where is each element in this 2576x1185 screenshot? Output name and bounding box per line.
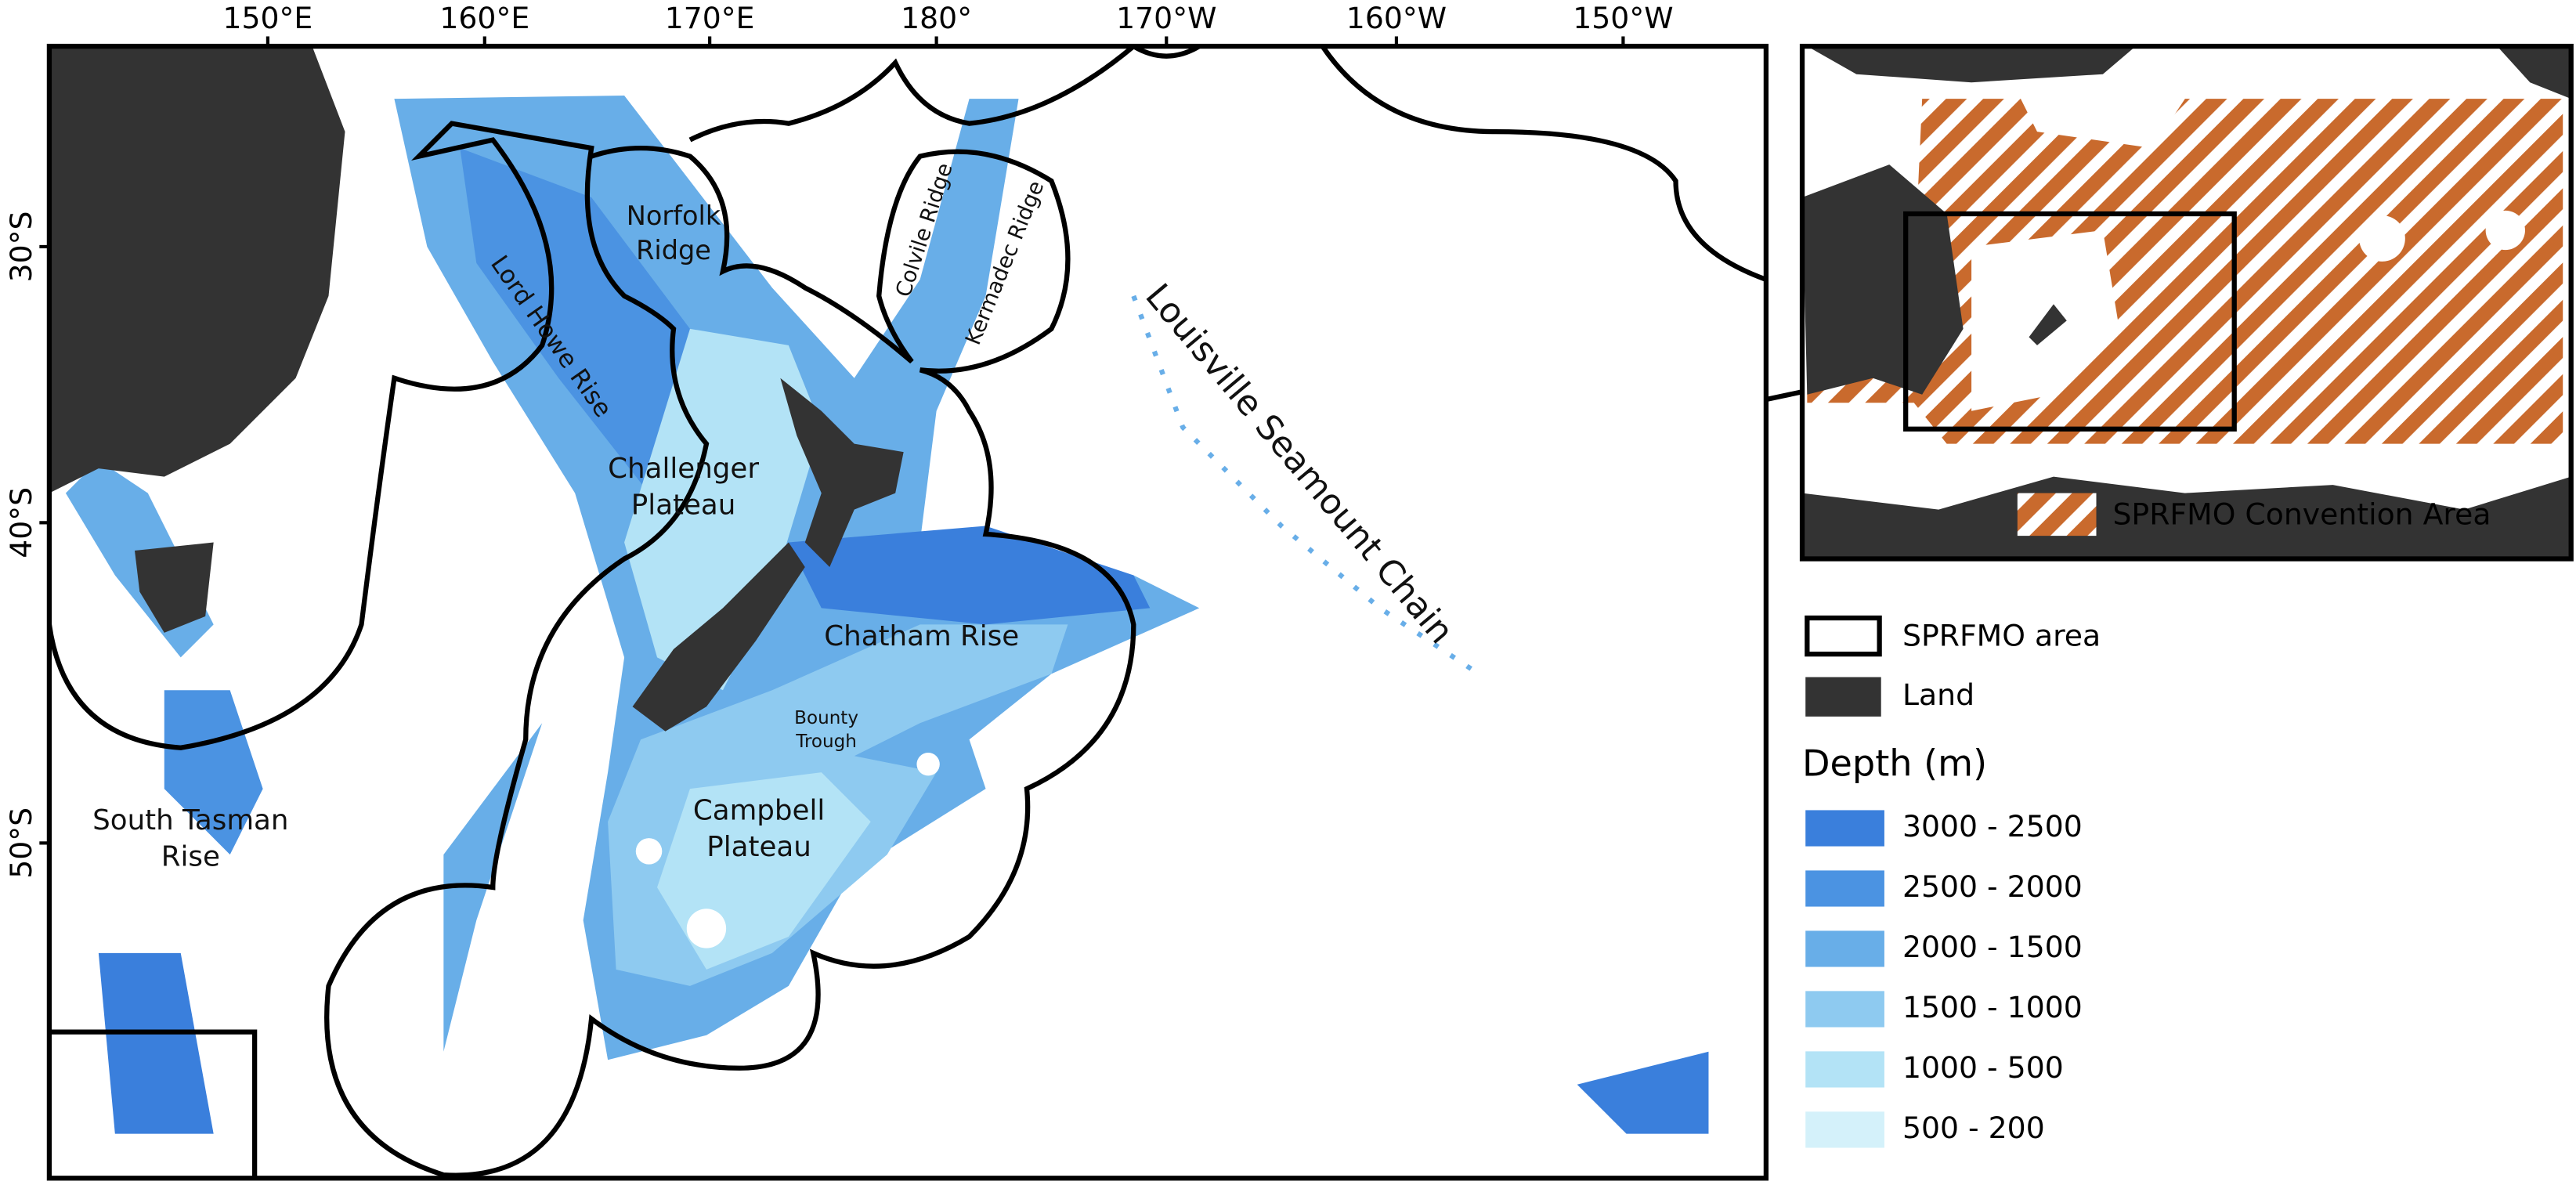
x-tick-label: 180°	[901, 1, 972, 35]
x-axis: 150°E 160°E 170°E 180° 170°W 160°W 150°W	[223, 1, 1674, 47]
land	[49, 46, 904, 732]
depth-legend: 3000 - 2500 2500 - 2000 2000 - 1500 1500 - …	[1805, 809, 2083, 1148]
y-tick-label: 40°S	[4, 487, 38, 558]
x-tick-label: 170°E	[665, 1, 755, 35]
x-tick-label: 150°E	[223, 1, 313, 35]
depth-swatch	[1805, 1111, 1884, 1148]
inset-map	[1802, 46, 2571, 559]
depth-swatch	[1805, 810, 1884, 847]
map-label: Norfolk Ridge	[627, 201, 721, 266]
map-label: Bounty Trough	[794, 707, 858, 751]
map-label-line: Plateau	[631, 490, 736, 522]
inset-legend-swatch	[2017, 493, 2097, 537]
depth-swatch	[1805, 870, 1884, 907]
depth-label: 2500 - 2000	[1902, 869, 2083, 904]
map-label-line: Rise	[161, 840, 220, 872]
map-label: Chatham Rise	[824, 620, 1019, 652]
x-tick-label: 170°W	[1116, 1, 1216, 35]
legend-area-swatch	[1805, 615, 1882, 657]
depth-label: 1000 - 500	[1902, 1050, 2064, 1085]
legend-area-label: SPRFMO area	[1902, 619, 2101, 653]
depth-swatch	[1805, 1051, 1884, 1088]
main-map	[49, 46, 1766, 1179]
map-label-line: South Tasman	[92, 804, 288, 836]
x-tick-label: 160°W	[1346, 1, 1447, 35]
map-label: South Tasman Rise	[92, 804, 288, 872]
depth-label: 500 - 200	[1902, 1111, 2045, 1145]
map-frame	[46, 43, 1769, 1181]
map-label-line: Norfolk	[627, 201, 721, 231]
legend-land-swatch	[1805, 677, 1881, 717]
inset-frame	[1799, 43, 2574, 562]
map-label-line: Bounty	[794, 707, 858, 728]
x-tick-label: 160°E	[439, 1, 529, 35]
map-label: Challenger Plateau	[608, 453, 759, 521]
map-label-line: Campbell	[693, 795, 825, 827]
map-label-line: Ridge	[636, 234, 711, 265]
x-tick-label: 150°W	[1573, 1, 1673, 35]
y-tick-label: 50°S	[4, 807, 38, 879]
inset-legend-label: SPRFMO Convention Area	[2112, 497, 2491, 531]
inset-extent	[1903, 211, 2237, 432]
depth-label: 2000 - 1500	[1902, 930, 2083, 964]
map-label-line: Plateau	[706, 831, 811, 863]
map-label-line: Chatham Rise	[824, 620, 1019, 652]
depth-swatch	[1805, 991, 1884, 1028]
y-tick-label: 30°S	[4, 211, 38, 283]
map-label: Campbell Plateau	[693, 795, 825, 863]
depth-swatch	[1805, 930, 1884, 967]
depth-label: 3000 - 2500	[1902, 809, 2083, 844]
map-label-line: Challenger	[608, 453, 759, 485]
legend-land-label: Land	[1902, 677, 1974, 712]
depth-label: 1500 - 1000	[1902, 990, 2083, 1024]
legend-depth-title: Depth (m)	[1802, 742, 1987, 784]
map-label-line: Trough	[795, 731, 857, 751]
y-axis: 30°S 40°S 50°S	[4, 211, 49, 879]
